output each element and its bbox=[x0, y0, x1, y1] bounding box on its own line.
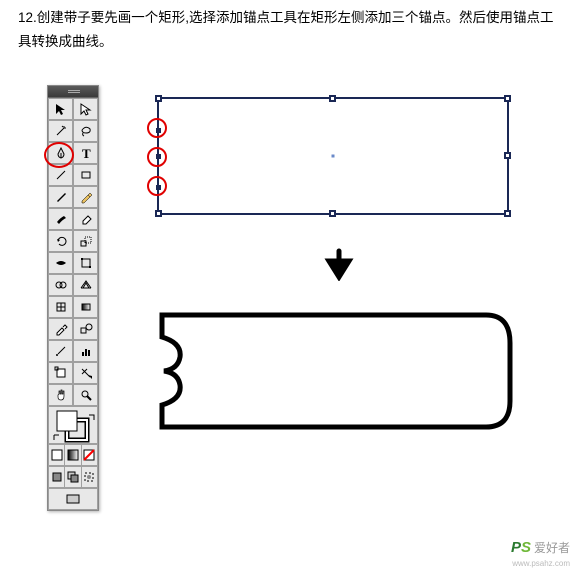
selection-tool[interactable] bbox=[48, 98, 73, 120]
anchor-mid bbox=[504, 152, 511, 159]
red-highlight-circle bbox=[147, 118, 167, 138]
free-transform-tool[interactable] bbox=[73, 252, 98, 274]
color-mode-row bbox=[48, 444, 98, 466]
red-highlight-circle bbox=[147, 176, 167, 196]
slice-tool[interactable] bbox=[73, 362, 98, 384]
pencil-tool[interactable] bbox=[73, 186, 98, 208]
illustration-canvas: T bbox=[47, 85, 547, 525]
draw-normal[interactable] bbox=[49, 467, 65, 487]
hand-tool[interactable] bbox=[48, 384, 73, 406]
red-highlight-circle bbox=[147, 147, 167, 167]
artboard-tool[interactable] bbox=[48, 362, 73, 384]
watermark-s: S bbox=[521, 539, 531, 556]
width-tool[interactable] bbox=[48, 252, 73, 274]
paintbrush-tool[interactable] bbox=[48, 186, 73, 208]
column-graph-tool[interactable] bbox=[73, 340, 98, 362]
scale-tool[interactable] bbox=[73, 230, 98, 252]
eyedropper-tool[interactable] bbox=[48, 318, 73, 340]
result-curved-shape bbox=[154, 307, 516, 435]
lasso-tool[interactable] bbox=[73, 120, 98, 142]
fill-stroke-swatch[interactable] bbox=[48, 406, 98, 444]
magic-wand-tool[interactable] bbox=[48, 120, 73, 142]
symbol-sprayer-tool[interactable] bbox=[48, 340, 73, 362]
screen-mode-button[interactable] bbox=[48, 488, 98, 510]
rectangle-with-anchors bbox=[157, 97, 509, 215]
watermark-url: www.psahz.com bbox=[512, 559, 570, 568]
pen-tool-highlight-circle bbox=[44, 142, 74, 168]
type-tool[interactable]: T bbox=[73, 142, 98, 164]
anchor-corner bbox=[504, 210, 511, 217]
blob-brush-tool[interactable] bbox=[48, 208, 73, 230]
instruction-text: 12.创建带子要先画一个矩形,选择添加锚点工具在矩形左侧添加三个锚点。然后使用锚… bbox=[0, 0, 576, 53]
anchor-corner bbox=[155, 95, 162, 102]
blend-tool[interactable] bbox=[73, 318, 98, 340]
draw-mode-row bbox=[48, 466, 98, 488]
tools-panel: T bbox=[47, 85, 99, 511]
draw-behind[interactable] bbox=[65, 467, 81, 487]
anchor-mid bbox=[329, 95, 336, 102]
watermark-label: 爱好者 bbox=[534, 541, 570, 555]
rectangle-tool[interactable] bbox=[73, 164, 98, 186]
watermark-p: P bbox=[511, 539, 521, 556]
draw-inside[interactable] bbox=[82, 467, 97, 487]
eraser-tool[interactable] bbox=[73, 208, 98, 230]
gradient-tool[interactable] bbox=[73, 296, 98, 318]
anchor-corner bbox=[504, 95, 511, 102]
rotate-tool[interactable] bbox=[48, 230, 73, 252]
anchor-mid bbox=[329, 210, 336, 217]
center-point bbox=[332, 155, 335, 158]
shape-builder-tool[interactable] bbox=[48, 274, 73, 296]
zoom-tool[interactable] bbox=[73, 384, 98, 406]
arrow-down-icon bbox=[323, 247, 355, 281]
mesh-tool[interactable] bbox=[48, 296, 73, 318]
tools-panel-header[interactable] bbox=[48, 86, 98, 98]
color-mode-gradient[interactable] bbox=[65, 445, 81, 465]
anchor-corner bbox=[155, 210, 162, 217]
color-mode-normal[interactable] bbox=[49, 445, 65, 465]
svg-text:T: T bbox=[82, 146, 91, 160]
perspective-grid-tool[interactable] bbox=[73, 274, 98, 296]
direct-selection-tool[interactable] bbox=[73, 98, 98, 120]
color-mode-none[interactable] bbox=[82, 445, 97, 465]
watermark: PS爱好者 bbox=[511, 539, 570, 556]
